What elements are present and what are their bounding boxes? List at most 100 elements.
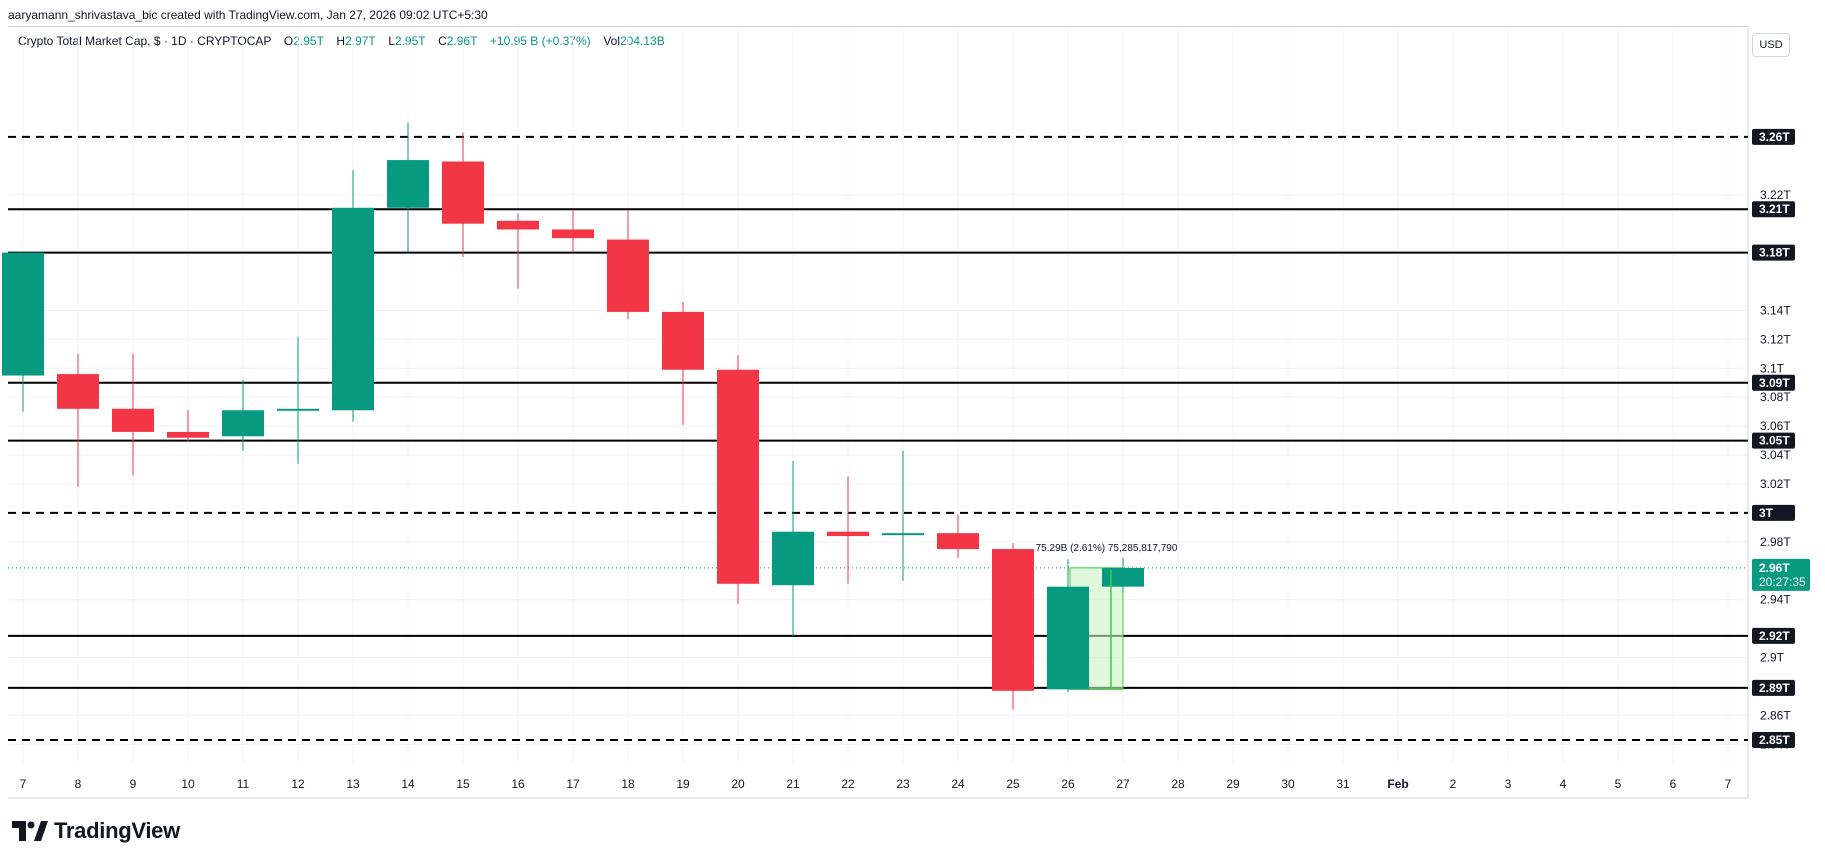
x-tick-label: 5 [1615, 777, 1622, 791]
y-tick-label: 3.04T [1760, 448, 1791, 462]
y-tick-label: 2.9T [1760, 651, 1785, 665]
level-price-badge [1752, 627, 1795, 644]
volume-label: Vol [603, 34, 620, 48]
candle-body [442, 161, 484, 224]
level-price-badge-label: 3.18T [1759, 246, 1790, 260]
level-price-badge-label: 3.09T [1759, 376, 1790, 390]
level-price-badge [1752, 731, 1795, 748]
volume-value: 204.13B [620, 34, 665, 48]
chart-byline: aaryamann_shrivastava_bic created with T… [8, 8, 488, 22]
candle-body [1102, 567, 1144, 587]
level-price-badge-label: 2.89T [1759, 681, 1790, 695]
y-tick-label: 2.98T [1760, 535, 1791, 549]
level-price-badge [1752, 374, 1795, 391]
x-tick-label: 21 [786, 777, 800, 791]
candle-body [552, 229, 594, 239]
candle-body [2, 252, 44, 376]
candle-body [1047, 586, 1089, 690]
x-tick-label: 7 [1725, 777, 1732, 791]
y-tick-label: 3.1T [1760, 361, 1785, 375]
header-divider [8, 26, 1748, 27]
candle-body [497, 220, 539, 230]
x-tick-label: 25 [1006, 777, 1020, 791]
x-tick-label: 9 [130, 777, 137, 791]
x-tick-label: 8 [75, 777, 82, 791]
x-tick-label: 2 [1450, 777, 1457, 791]
tradingview-logo[interactable]: TradingView [12, 818, 180, 844]
x-tick-label: 3 [1505, 777, 1512, 791]
level-price-badge-label: 3.05T [1759, 434, 1790, 448]
level-price-badge [1752, 128, 1795, 145]
x-tick-label: 6 [1670, 777, 1677, 791]
y-tick-label: 3.06T [1760, 419, 1791, 433]
candle-body [222, 410, 264, 437]
level-price-badge-label: 2.92T [1759, 629, 1790, 643]
x-tick-label: 27 [1116, 777, 1130, 791]
last-price-label: 2.96T [1759, 561, 1790, 575]
y-tick-label: 2.94T [1760, 593, 1791, 607]
y-tick-label: 2.86T [1760, 708, 1791, 722]
x-tick-label: Feb [1387, 777, 1408, 791]
candle-body [332, 207, 374, 411]
x-tick-label: 31 [1336, 777, 1350, 791]
tradingview-logo-icon [12, 821, 48, 841]
y-tick-label: 3.22T [1760, 188, 1791, 202]
x-tick-label: 4 [1560, 777, 1567, 791]
level-price-badge [1752, 504, 1795, 521]
candle-body [827, 531, 869, 537]
x-tick-label: 24 [951, 777, 965, 791]
x-tick-label: 18 [621, 777, 635, 791]
x-tick-label: 23 [896, 777, 910, 791]
y-tick-label: 3.14T [1760, 303, 1791, 317]
x-tick-label: 14 [401, 777, 415, 791]
x-tick-label: 10 [181, 777, 195, 791]
x-tick-label: 12 [291, 777, 305, 791]
candle-body [662, 311, 704, 370]
candle-body [882, 533, 924, 536]
x-tick-label: 13 [346, 777, 360, 791]
candle-body [112, 408, 154, 432]
candle-body [167, 431, 209, 438]
y-tick-label: 3.12T [1760, 332, 1791, 346]
candlestick-chart[interactable]: 3.22T 3.14T 3.12T 3.1T 3.08T 3.06T 3.04T 3.02T 2… [0, 0, 1825, 800]
measure-label: 75.29B (2.61%) 75,285,817,790 [1036, 543, 1178, 554]
level-price-badge [1752, 244, 1795, 261]
candle-body [992, 549, 1034, 691]
x-tick-label: 17 [566, 777, 580, 791]
symbol-title[interactable]: Crypto Total Market Cap, $ · 1D · CRYPTO… [18, 34, 272, 48]
open-label: O [283, 34, 294, 48]
bar-countdown-label: 20:27:35 [1759, 575, 1806, 589]
level-price-badge-label: 3.21T [1759, 202, 1790, 216]
x-tick-label: 16 [511, 777, 525, 791]
low-value: 2.95T [394, 34, 426, 48]
level-price-badge-label: 3.26T [1759, 130, 1790, 144]
x-tick-label: 15 [456, 777, 470, 791]
level-price-badge [1752, 201, 1795, 218]
level-price-badge [1752, 679, 1795, 696]
tradingview-wordmark: TradingView [54, 818, 180, 843]
open-value: 2.95T [293, 34, 324, 48]
candle-body [607, 239, 649, 312]
low-label: L [388, 34, 395, 48]
level-price-badge-label: 3T [1759, 506, 1774, 520]
level-price-badge [1752, 432, 1795, 449]
x-tick-label: 28 [1171, 777, 1185, 791]
close-value: 2.96T [446, 34, 478, 48]
candle-body [937, 533, 979, 550]
y-tick-label: 3.08T [1760, 390, 1791, 404]
x-tick-label: 19 [676, 777, 690, 791]
symbol-legend: Crypto Total Market Cap, $ · 1D · CRYPTO… [18, 34, 665, 48]
x-tick-label: 7 [20, 777, 27, 791]
close-label: C [438, 34, 447, 48]
change-value: +10.95 B (+0.37%) [489, 34, 591, 48]
x-tick-label: 11 [237, 777, 250, 791]
high-label: H [336, 34, 346, 48]
candle-body [772, 531, 814, 586]
y-tick-label: 3.02T [1760, 477, 1791, 491]
x-tick-label: 22 [841, 777, 855, 791]
last-price-badge [1752, 558, 1810, 591]
candle-body [387, 160, 429, 208]
x-tick-label: 20 [731, 777, 745, 791]
currency-button[interactable]: USD [1752, 33, 1790, 57]
candle-body [57, 374, 99, 409]
